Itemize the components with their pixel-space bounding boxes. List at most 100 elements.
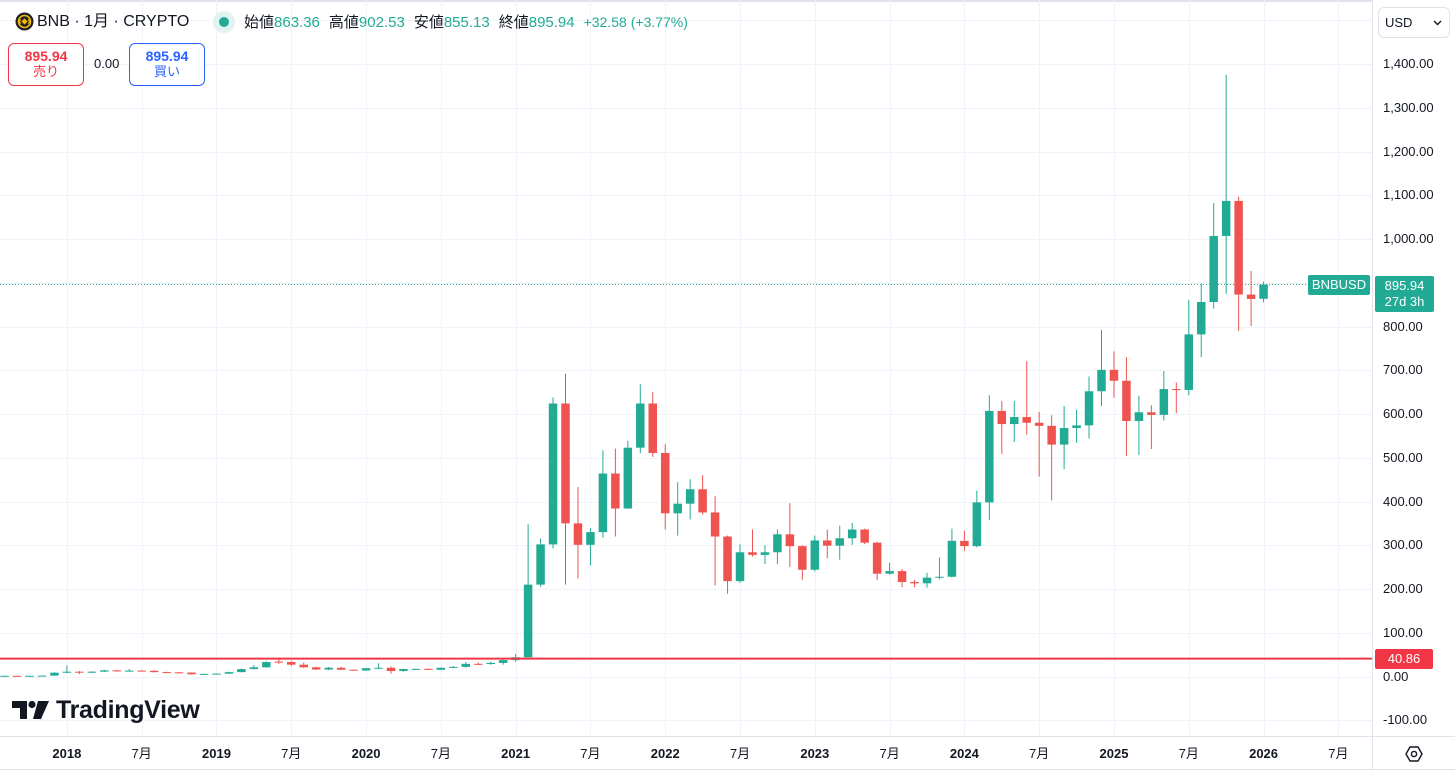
candle-down (424, 668, 433, 670)
candle-down (1172, 389, 1181, 391)
candle-down (1047, 425, 1056, 445)
candle-up (212, 673, 221, 675)
ohlc-low: 安値855.13 (414, 14, 490, 32)
candle-up (623, 447, 633, 509)
time-axis-label: 7月 (879, 746, 900, 761)
candlestick-chart[interactable] (0, 0, 1372, 736)
tradingview-logo-icon (12, 700, 49, 719)
buy-button[interactable]: 895.94 買い (129, 43, 205, 86)
last-price-label: 895.94 27d 3h (1375, 275, 1434, 312)
candle-up (262, 662, 271, 668)
sell-button[interactable]: 895.94 売り (8, 43, 84, 86)
candle-up (773, 534, 782, 553)
hexagon-gear-icon[interactable] (1402, 742, 1426, 766)
sell-price: 895.94 (24, 48, 68, 64)
close-label: 終値 (498, 14, 529, 31)
time-axis-label: 7月 (1029, 746, 1050, 761)
price-axis-label: 300.00 (1383, 537, 1423, 553)
candle-up (586, 532, 595, 545)
price-axis-label: 1,300.00 (1383, 99, 1434, 115)
chart-pane[interactable]: BNB · 1月 · CRYPTO 始値863.36 高値902.53 安値85… (0, 0, 1372, 736)
candle-down (149, 670, 159, 673)
candle-down (349, 669, 358, 671)
candle-up (100, 670, 109, 672)
candle-up (922, 577, 932, 584)
price-axis[interactable]: USD 1,400.00 1,300.00 1,200.00 1,100.00 1,00… (1372, 0, 1455, 736)
open-label: 始値 (244, 14, 275, 31)
candle-down (872, 542, 882, 574)
candle-up (1196, 302, 1206, 335)
candle-up (50, 672, 59, 676)
price-axis-label: 1,100.00 (1383, 187, 1434, 203)
candle-down (723, 536, 732, 582)
price-axis-label: 700.00 (1383, 362, 1423, 378)
candle-up (947, 540, 957, 577)
candle-down (12, 675, 22, 677)
candle-down (386, 667, 396, 672)
candle-up (399, 669, 408, 672)
candle-down (336, 667, 346, 670)
candle-up (1134, 412, 1144, 422)
time-axis-label: 7月 (430, 746, 451, 761)
sell-label: 売り (32, 64, 59, 79)
candle-down (1109, 369, 1119, 381)
candle-down (75, 671, 84, 673)
symbol-price-line-label: BNBUSD (1308, 275, 1370, 296)
symbol-title[interactable]: BNB · 1月 · CRYPTO (37, 13, 190, 30)
candle-down (311, 667, 321, 670)
candle-down (174, 672, 184, 674)
time-axis-label: 2026 (1249, 746, 1279, 761)
candle-down (1147, 412, 1156, 415)
candle-up (449, 666, 458, 668)
candle-up (935, 576, 944, 578)
logo-text: TradingView (56, 696, 200, 724)
candle-down (660, 452, 670, 514)
candle-up (985, 410, 994, 503)
time-axis[interactable]: 2018 7月 2019 7月 2020 7月 2021 7月 2022 7月 2023 7月 2024… (0, 736, 1372, 770)
candle-up (1097, 369, 1106, 392)
candle-up (486, 662, 495, 665)
candle-up (636, 403, 645, 448)
price-axis-label: 1,200.00 (1383, 143, 1434, 159)
candle-up (199, 673, 209, 675)
candle-up (548, 403, 558, 545)
close-value: 895.94 (528, 14, 575, 31)
candle-down (162, 672, 171, 674)
candle-down (561, 403, 570, 524)
ohlc-open: 始値863.36 (244, 14, 320, 32)
candle-up (249, 667, 259, 670)
price-axis-label: 1,000.00 (1383, 231, 1434, 246)
buy-price: 895.94 (145, 48, 189, 64)
price-axis-label: 200.00 (1383, 581, 1423, 596)
high-value: 902.53 (358, 14, 405, 31)
currency-dropdown[interactable]: USD (1378, 7, 1450, 38)
candle-up (536, 544, 545, 585)
open-value: 863.36 (274, 14, 320, 31)
candle-up (1059, 428, 1069, 445)
price-axis-label: 100.00 (1383, 624, 1423, 640)
time-axis-label: 2023 (800, 746, 830, 761)
candle-up (972, 502, 982, 547)
chevron-down-icon (1433, 20, 1442, 26)
tradingview-logo[interactable]: TradingView (12, 697, 200, 723)
price-axis-label: 400.00 (1383, 493, 1423, 509)
candle-up (224, 672, 234, 674)
candle-up (835, 538, 844, 546)
horizontal-line-price-label: 40.86 (1375, 648, 1433, 669)
candle-down (299, 664, 308, 668)
candle-down (1022, 417, 1031, 423)
time-axis-label: 2024 (949, 746, 979, 761)
market-open-dot-icon (219, 17, 229, 27)
candle-down (611, 473, 620, 509)
candle-down (1034, 422, 1044, 426)
bar-countdown: 27d 3h (1384, 293, 1425, 309)
price-axis-label: -100.00 (1383, 712, 1428, 728)
candle-up (37, 675, 47, 677)
candle-down (648, 403, 658, 453)
price-axis-label: 500.00 (1383, 449, 1423, 465)
candle-up (124, 670, 134, 672)
market-status-indicator[interactable] (213, 11, 235, 33)
low-label: 安値 (413, 14, 444, 31)
candle-up (498, 660, 508, 663)
spread-value: 0.00 (94, 56, 120, 71)
